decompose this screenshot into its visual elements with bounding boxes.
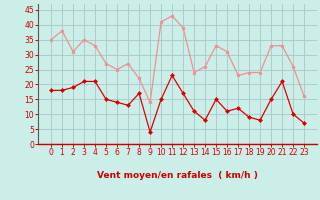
X-axis label: Vent moyen/en rafales  ( km/h ): Vent moyen/en rafales ( km/h ) [97, 171, 258, 180]
